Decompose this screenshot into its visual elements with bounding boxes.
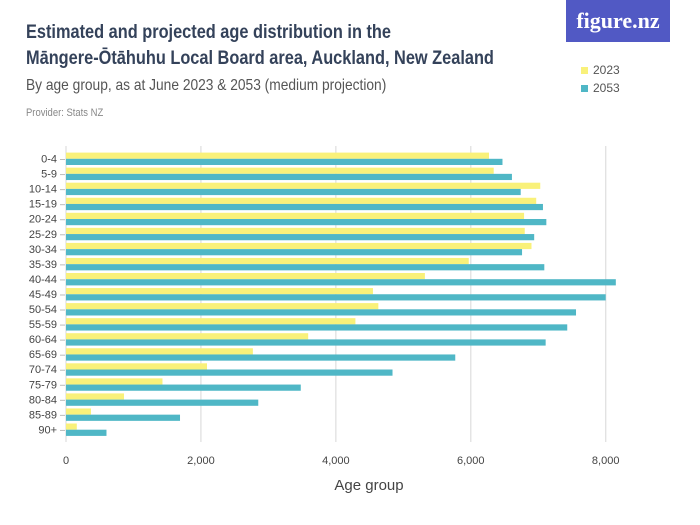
bar-2023-90+: [66, 423, 77, 430]
y-tick-label: 85-89: [29, 409, 57, 421]
bar-2053-30-34: [66, 249, 523, 256]
bar-2023-0-4: [66, 152, 489, 159]
bar-2023-75-79: [66, 378, 163, 385]
bar-2023-60-64: [66, 333, 309, 340]
bar-2023-50-54: [66, 303, 379, 310]
bar-2023-40-44: [66, 273, 425, 280]
bar-2053-75-79: [66, 384, 301, 391]
chart-title: Estimated and projected age distribution…: [26, 20, 494, 72]
bar-2023-45-49: [66, 288, 373, 295]
y-tick-label: 55-59: [29, 319, 57, 331]
y-tick-label: 60-64: [29, 334, 57, 346]
bar-2023-55-59: [66, 318, 356, 325]
title-line-2: Māngere-Ōtāhuhu Local Board area, Auckla…: [26, 48, 494, 69]
chart-subtitle: By age group, as at June 2023 & 2053 (me…: [26, 77, 387, 94]
bar-2053-40-44: [66, 279, 616, 286]
y-tick-label: 20-24: [29, 214, 57, 226]
x-tick-label: 6,000: [457, 455, 485, 467]
bar-2023-35-39: [66, 257, 469, 265]
bar-2053-10-14: [66, 188, 521, 196]
legend-swatch: [581, 84, 588, 92]
bar-2053-90+: [66, 429, 107, 436]
legend-item-2023: 2023: [581, 61, 620, 79]
y-tick-label: 80-84: [29, 394, 57, 406]
bar-2053-70-74: [66, 369, 393, 376]
bar-2023-25-29: [66, 227, 525, 235]
provider-text: Provider: Stats NZ: [26, 107, 104, 119]
y-tick-label: 70-74: [29, 364, 57, 376]
bar-2023-30-34: [66, 242, 532, 250]
bar-2023-5-9: [66, 167, 494, 174]
y-tick-label: 30-34: [29, 244, 57, 256]
y-tick-label: 75-79: [29, 379, 57, 391]
bar-2023-15-19: [66, 197, 537, 204]
bar-2053-50-54: [66, 309, 577, 316]
figure-nz-logo[interactable]: figure.nz: [566, 0, 670, 42]
y-tick-label: 10-14: [29, 184, 57, 196]
y-tick-label: 15-19: [29, 199, 57, 211]
y-tick-label: 50-54: [29, 304, 57, 316]
legend-label: 2023: [593, 63, 620, 77]
y-tick-label: 65-69: [29, 349, 57, 361]
legend: 2023 2053: [581, 61, 620, 97]
bar-2053-25-29: [66, 234, 535, 241]
y-tick-label: 25-29: [29, 229, 57, 241]
y-tick-label: 0-4: [41, 154, 57, 166]
x-tick-label: 2,000: [187, 455, 215, 467]
bar-2023-20-24: [66, 212, 525, 219]
x-tick-label: 4,000: [322, 455, 350, 467]
y-tick-label: 35-39: [29, 259, 57, 271]
bar-2023-65-69: [66, 348, 253, 355]
legend-swatch: [581, 66, 588, 74]
y-tick-label: 40-44: [29, 274, 57, 286]
bar-2023-10-14: [66, 182, 541, 189]
bar-2053-15-19: [66, 203, 543, 211]
bar-2053-85-89: [66, 414, 181, 421]
x-tick-label: 0: [63, 455, 69, 467]
bar-2023-85-89: [66, 408, 91, 415]
bar-2053-80-84: [66, 399, 259, 406]
legend-label: 2053: [593, 81, 620, 95]
bar-2023-80-84: [66, 393, 125, 400]
bar-2053-5-9: [66, 173, 512, 181]
bar-2023-70-74: [66, 363, 207, 370]
bar-2053-60-64: [66, 339, 546, 346]
y-tick-label: 90+: [38, 424, 57, 436]
bar-2053-20-24: [66, 219, 547, 226]
bar-2053-45-49: [66, 294, 606, 301]
bar-2053-0-4: [66, 158, 503, 165]
bar-2053-55-59: [66, 324, 568, 331]
y-tick-label: 5-9: [41, 169, 57, 181]
bar-2053-65-69: [66, 354, 456, 361]
y-tick-label: 45-49: [29, 289, 57, 301]
legend-item-2053: 2053: [581, 79, 620, 97]
x-axis-label: Age group: [334, 477, 403, 494]
logo-text: figure.nz: [576, 8, 660, 33]
x-tick-label: 8,000: [592, 455, 620, 467]
bar-2053-35-39: [66, 264, 545, 271]
title-line-1: Estimated and projected age distribution…: [26, 22, 391, 43]
